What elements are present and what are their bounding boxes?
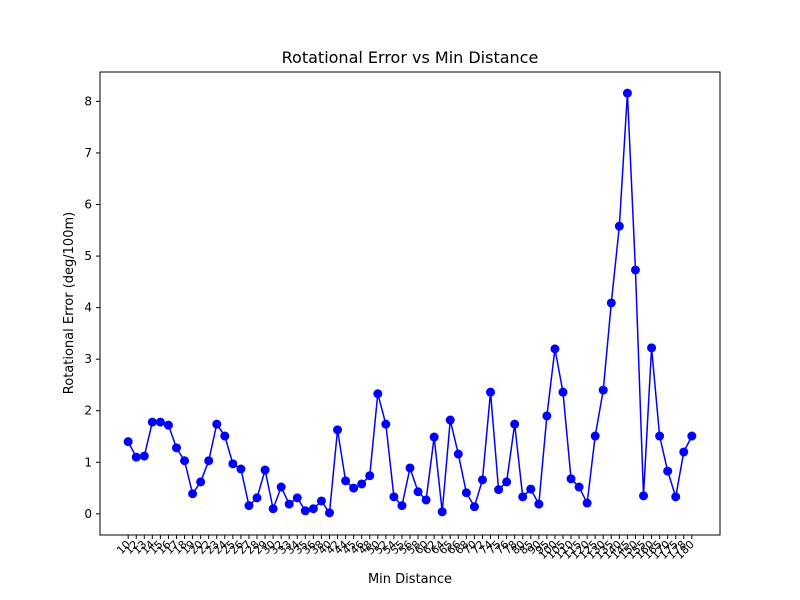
data-point	[188, 489, 198, 499]
data-point	[461, 488, 471, 498]
data-point	[155, 417, 165, 427]
data-point	[131, 452, 141, 462]
data-point	[389, 492, 399, 502]
data-point	[445, 415, 455, 425]
data-point	[333, 425, 343, 435]
data-point	[486, 387, 496, 397]
data-point	[228, 459, 238, 469]
y-tick-label: 1	[84, 455, 92, 469]
data-point	[196, 477, 206, 487]
data-point	[494, 485, 504, 495]
data-point	[292, 493, 302, 503]
data-point	[671, 492, 681, 502]
data-point	[405, 463, 415, 473]
data-point	[469, 502, 479, 512]
data-point	[542, 411, 552, 421]
data-point	[518, 492, 528, 502]
data-point	[590, 431, 600, 441]
y-tick-label: 2	[84, 404, 92, 418]
data-point	[413, 487, 423, 497]
y-axis-label: Rotational Error (deg/100m)	[62, 212, 77, 394]
data-point	[316, 496, 326, 506]
data-point	[163, 420, 173, 430]
data-point	[365, 471, 375, 481]
data-point	[171, 443, 181, 453]
x-axis-label: Min Distance	[368, 572, 452, 587]
data-point	[598, 385, 608, 395]
data-point	[437, 507, 447, 517]
data-point	[622, 88, 632, 98]
data-point	[502, 477, 512, 487]
data-point	[687, 431, 697, 441]
data-point	[453, 449, 463, 459]
data-point	[204, 456, 214, 466]
data-point	[236, 464, 246, 474]
data-point	[647, 343, 657, 353]
data-point	[324, 508, 334, 518]
data-point	[349, 483, 359, 493]
chart-title: Rotational Error vs Min Distance	[282, 48, 539, 67]
data-point	[397, 501, 407, 511]
data-point	[429, 432, 439, 442]
y-tick-label: 3	[84, 352, 92, 366]
data-point	[308, 504, 318, 514]
y-tick-label: 4	[84, 301, 92, 315]
data-point	[510, 419, 520, 429]
data-point	[477, 475, 487, 485]
y-tick-label: 0	[84, 507, 92, 521]
data-point	[268, 504, 278, 514]
y-tick-label: 6	[84, 198, 92, 212]
y-tick-label: 7	[84, 146, 92, 160]
data-point	[357, 479, 367, 489]
data-point	[180, 456, 190, 466]
data-point	[663, 466, 673, 476]
data-point	[381, 419, 391, 429]
data-point	[558, 387, 568, 397]
data-point	[220, 431, 230, 441]
y-tick-label: 8	[84, 94, 92, 108]
data-point	[582, 498, 592, 508]
data-point	[244, 501, 254, 511]
data-point	[630, 265, 640, 275]
data-point	[655, 431, 665, 441]
data-point	[139, 451, 149, 461]
data-point	[639, 491, 649, 501]
y-tick-label: 5	[84, 249, 92, 263]
data-point	[300, 506, 310, 516]
data-point	[614, 221, 624, 231]
data-point	[373, 389, 383, 399]
data-point	[566, 474, 576, 484]
data-point	[123, 437, 133, 447]
data-point	[679, 447, 689, 457]
data-point	[341, 476, 351, 486]
data-point	[284, 499, 294, 509]
data-point	[260, 465, 270, 475]
data-point	[147, 417, 157, 427]
data-point	[252, 493, 262, 503]
data-point	[421, 495, 431, 505]
data-point	[526, 484, 536, 494]
data-point	[550, 344, 560, 354]
data-point	[574, 482, 584, 492]
data-point	[212, 419, 222, 429]
data-point	[276, 482, 286, 492]
data-point	[606, 298, 616, 308]
data-point	[534, 499, 544, 509]
